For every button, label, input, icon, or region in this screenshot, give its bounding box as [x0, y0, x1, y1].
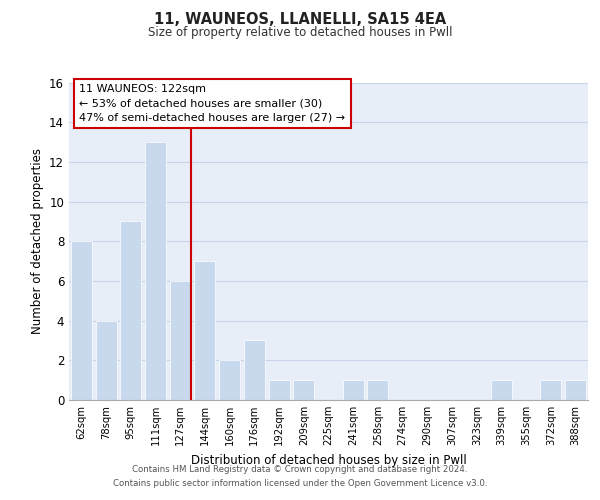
Bar — [95, 320, 116, 400]
Bar — [120, 222, 141, 400]
Bar — [170, 281, 191, 400]
Bar — [565, 380, 586, 400]
Bar — [194, 261, 215, 400]
Bar — [343, 380, 364, 400]
Bar — [491, 380, 512, 400]
Text: Size of property relative to detached houses in Pwll: Size of property relative to detached ho… — [148, 26, 452, 39]
Bar — [219, 360, 240, 400]
Bar — [293, 380, 314, 400]
Bar — [71, 242, 92, 400]
Bar — [145, 142, 166, 400]
Bar — [541, 380, 562, 400]
Bar — [269, 380, 290, 400]
Bar — [244, 340, 265, 400]
Bar — [367, 380, 388, 400]
Text: Contains HM Land Registry data © Crown copyright and database right 2024.
Contai: Contains HM Land Registry data © Crown c… — [113, 466, 487, 487]
X-axis label: Distribution of detached houses by size in Pwll: Distribution of detached houses by size … — [191, 454, 466, 466]
Text: 11 WAUNEOS: 122sqm
← 53% of detached houses are smaller (30)
47% of semi-detache: 11 WAUNEOS: 122sqm ← 53% of detached hou… — [79, 84, 346, 123]
Y-axis label: Number of detached properties: Number of detached properties — [31, 148, 44, 334]
Text: 11, WAUNEOS, LLANELLI, SA15 4EA: 11, WAUNEOS, LLANELLI, SA15 4EA — [154, 12, 446, 28]
